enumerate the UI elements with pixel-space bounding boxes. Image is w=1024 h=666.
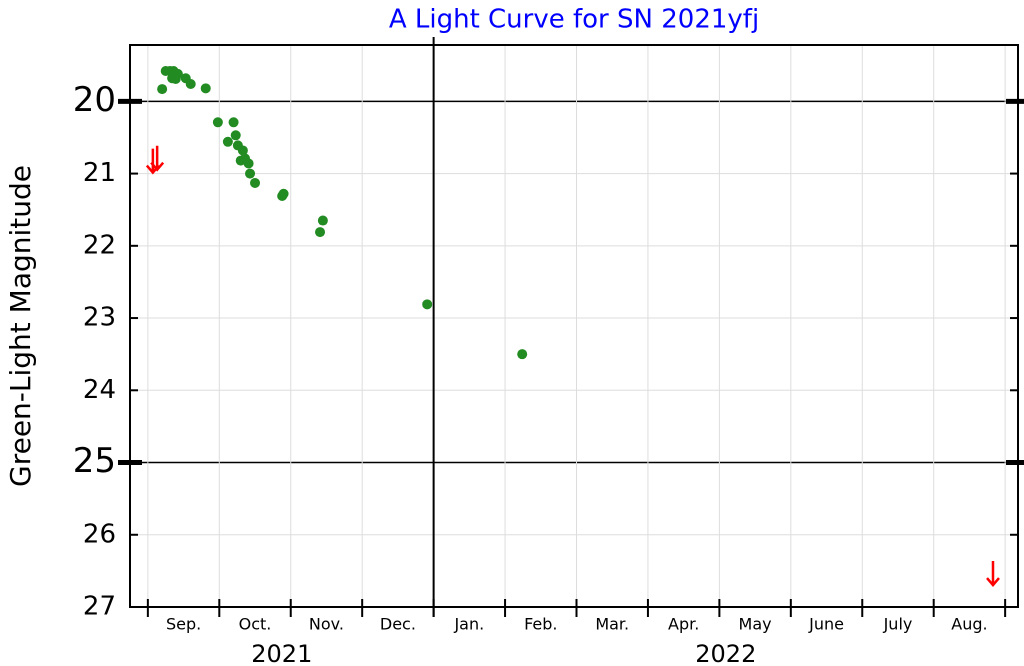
detection-point	[250, 177, 261, 188]
x-tick-label: Apr.	[668, 615, 699, 634]
upper-limit-arrow	[986, 561, 1000, 587]
x-tick-label: Jan.	[453, 615, 484, 634]
detection-point	[317, 215, 328, 226]
detection-point	[212, 117, 223, 128]
y-tick-label: 25	[73, 441, 116, 481]
detection-point	[157, 84, 168, 95]
x-tick-label: Aug.	[951, 615, 987, 634]
year-label: 2021	[251, 640, 312, 666]
detection-point	[172, 68, 183, 79]
detection-point	[200, 83, 211, 94]
y-tick-label: 27	[83, 592, 116, 622]
detection-point	[243, 158, 254, 169]
x-tick-label: June	[808, 615, 844, 634]
detection-point	[245, 168, 256, 179]
y-tick-label: 26	[83, 519, 116, 549]
year-label: 2022	[695, 640, 756, 666]
y-tick-label: 20	[73, 80, 116, 120]
detection-point	[185, 79, 196, 90]
y-tick-label: 21	[83, 158, 116, 188]
x-tick-label: Mar.	[595, 615, 629, 634]
x-tick-label: May	[739, 615, 772, 634]
detection-point	[237, 145, 248, 156]
detection-point	[422, 299, 433, 310]
x-tick-label: Oct.	[239, 615, 272, 634]
detection-point	[222, 136, 233, 147]
x-tick-label: Nov.	[309, 615, 344, 634]
y-tick-label: 24	[83, 375, 116, 405]
y-tick-label: 22	[83, 230, 116, 260]
detection-point	[315, 227, 326, 238]
x-tick-label: Sep.	[166, 615, 201, 634]
detection-point	[278, 188, 289, 199]
detection-point	[517, 349, 528, 360]
detection-point	[230, 130, 241, 141]
x-tick-label: Feb.	[524, 615, 557, 634]
detection-point	[228, 117, 239, 128]
plot-frame	[129, 44, 1019, 608]
y-axis-label: Green-Light Magnitude	[4, 165, 37, 487]
x-tick-label: Dec.	[380, 615, 416, 634]
y-tick-label: 23	[83, 303, 116, 333]
chart-title: A Light Curve for SN 2021yfj	[389, 5, 759, 35]
upper-limit-arrow	[150, 145, 165, 172]
x-tick-label: July	[883, 615, 913, 634]
